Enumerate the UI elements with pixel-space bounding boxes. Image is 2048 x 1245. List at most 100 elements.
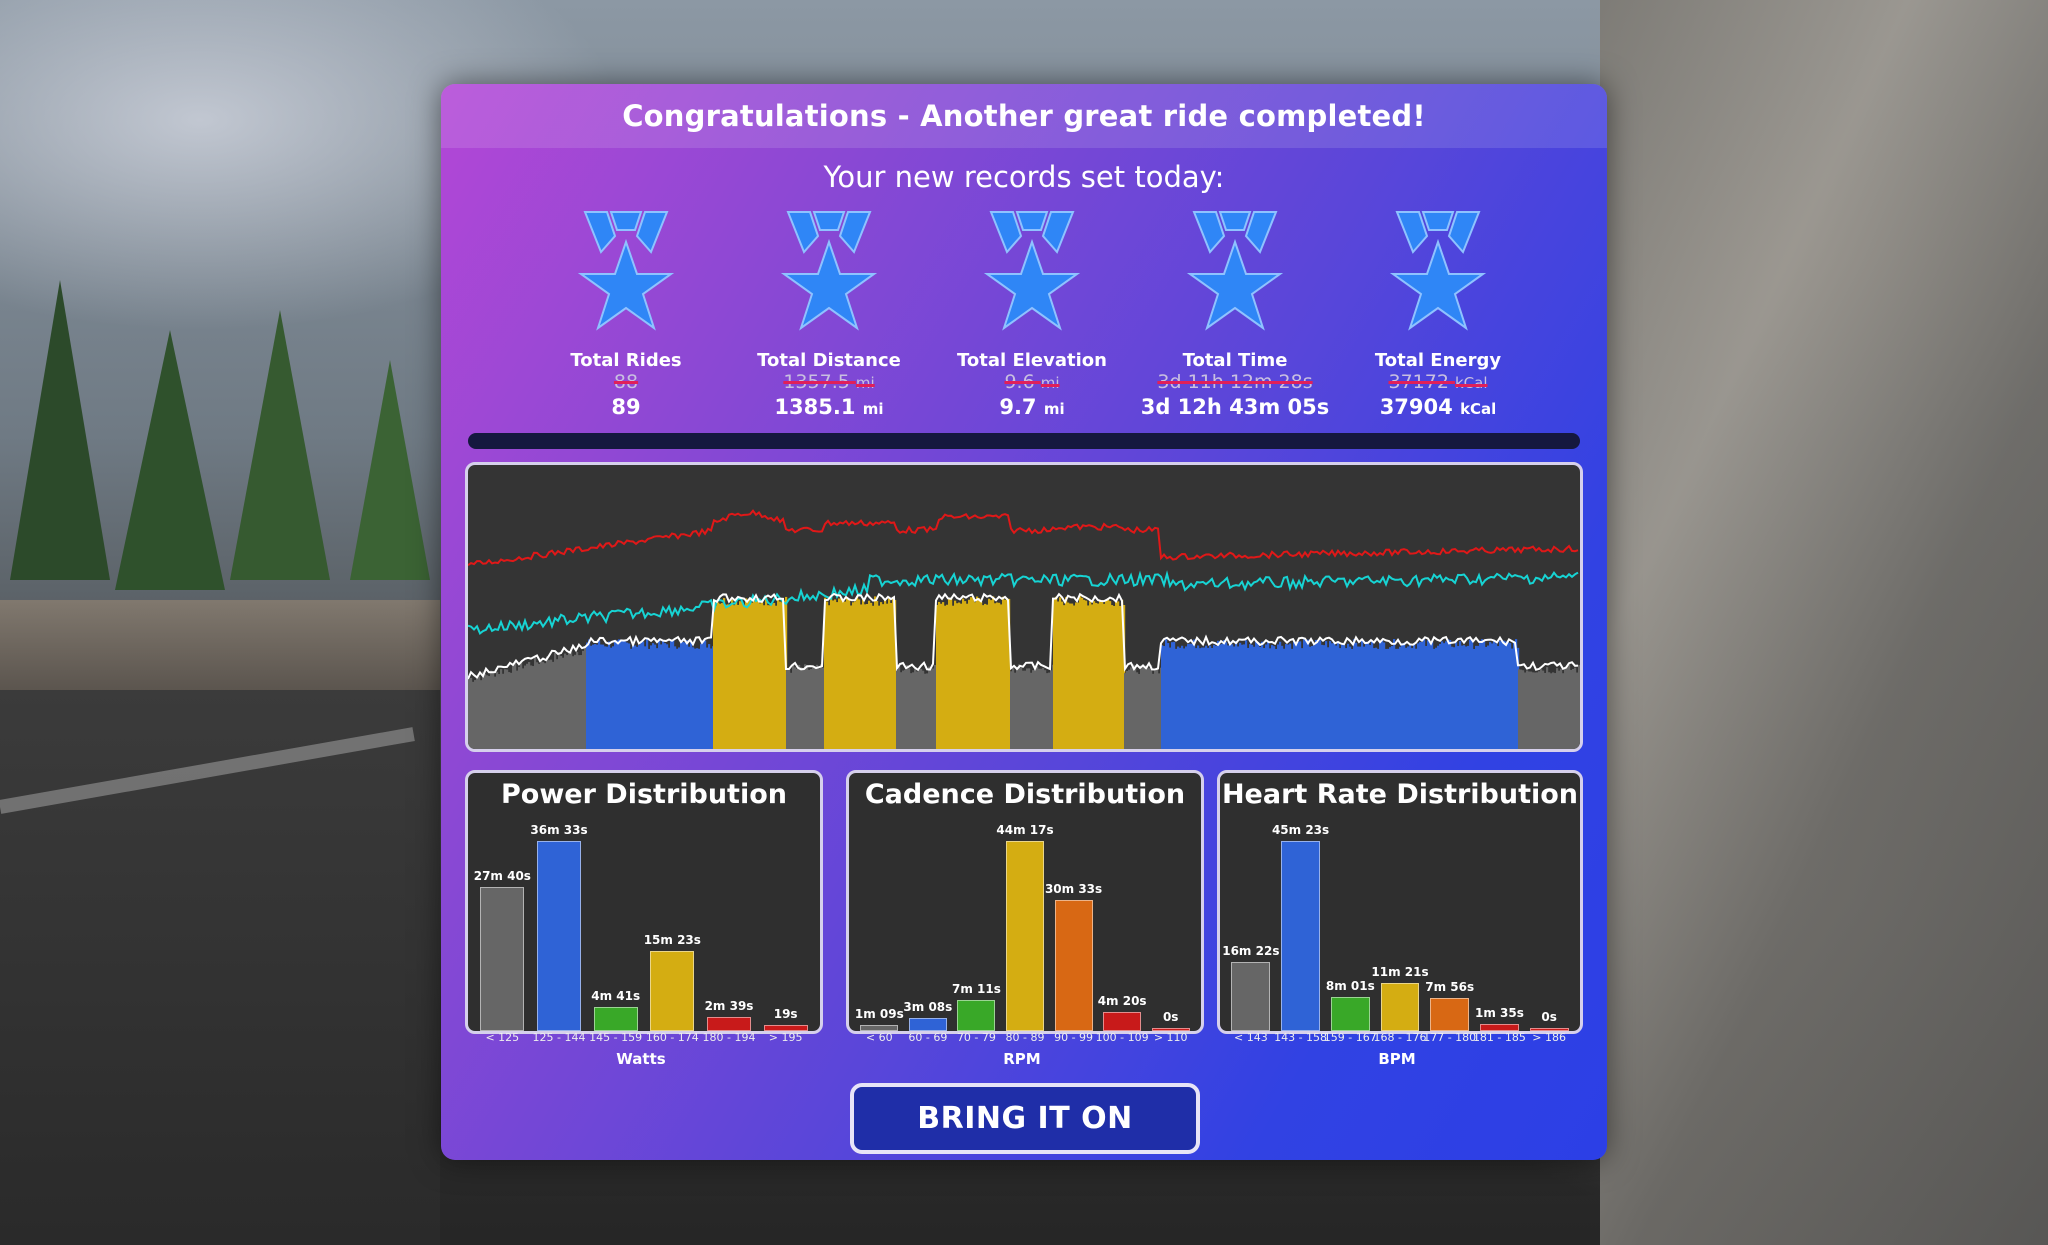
power-zone-bar <box>566 655 569 749</box>
chart-bars: 1m 09s 3m 08s 7m 11s 44m 17s 30m 33s 4m 20s 0s <box>849 773 1201 1031</box>
power-zone-bar <box>580 655 583 749</box>
power-zone-bar <box>1113 605 1116 749</box>
power-zone-bar <box>468 679 471 749</box>
power-zone-bar <box>680 641 683 749</box>
chart-bars: 27m 40s 36m 33s 4m 41s 15m 23s 2m 39s 19s <box>468 773 820 1031</box>
x-tick-label: < 125 <box>485 1031 520 1044</box>
power-zone-bar <box>773 602 776 749</box>
power-zone-bar <box>1265 644 1268 749</box>
power-zone-bar <box>1259 646 1262 749</box>
bar-value-label: 7m 56s <box>1425 979 1475 994</box>
power-zone-bar <box>912 672 915 749</box>
power-zone-bar <box>1560 668 1563 749</box>
power-zone-bar <box>1562 673 1565 749</box>
bar-value-label: 30m 33s <box>1044 881 1103 896</box>
power-zone-bar <box>826 601 829 749</box>
power-zone-bar <box>1101 600 1104 749</box>
distribution-bar <box>706 1017 752 1031</box>
distribution-bar <box>1480 1024 1519 1031</box>
power-zone-bar <box>858 599 861 749</box>
power-zone-bar <box>1351 648 1354 749</box>
power-zone-bar <box>846 597 849 749</box>
power-zone-bar <box>1187 644 1190 749</box>
power-zone-bar <box>902 670 905 749</box>
x-tick-label: 180 - 194 <box>702 1031 756 1044</box>
power-zone-bar <box>1401 643 1404 749</box>
power-zone-bar <box>1419 641 1422 749</box>
power-zone-bar <box>751 602 754 749</box>
power-zone-bar <box>894 600 897 749</box>
power-zone-bar <box>1146 666 1149 749</box>
power-zone-bar <box>930 669 933 749</box>
power-zone-bar <box>731 599 734 749</box>
power-zone-bar <box>1158 673 1161 749</box>
x-tick-label: 125 - 144 <box>532 1031 586 1044</box>
power-zone-bar <box>534 657 537 749</box>
power-zone-bar <box>986 604 989 749</box>
power-zone-bar <box>666 644 669 749</box>
power-zone-bar <box>1156 667 1159 749</box>
power-zone-bar <box>648 648 651 749</box>
power-zone-bar <box>546 656 549 749</box>
power-zone-bar <box>1144 665 1147 749</box>
power-zone-bar <box>1339 648 1342 749</box>
power-zone-bar <box>1540 669 1543 749</box>
power-zone-bar <box>954 600 957 749</box>
power-zone-bar <box>1077 602 1080 749</box>
power-zone-bar <box>1323 645 1326 749</box>
power-zone-bar <box>1087 605 1090 749</box>
power-zone-bar <box>820 664 823 749</box>
power-zone-bar <box>1503 640 1506 749</box>
power-zone-bar <box>860 604 863 749</box>
distribution-bar <box>860 1025 899 1031</box>
power-zone-bar <box>733 605 736 749</box>
records-row: Total Rides 88 89 Total Distance 1357.5 … <box>531 204 1541 419</box>
power-zone-bar <box>632 645 635 749</box>
bring-it-on-button[interactable]: BRING IT ON <box>850 1083 1200 1154</box>
power-zone-bar <box>1413 644 1416 749</box>
power-zone-bar <box>510 672 513 749</box>
distribution-bar <box>650 951 695 1031</box>
power-zone-bar <box>1353 639 1356 749</box>
power-zone-bar <box>755 598 758 749</box>
power-zone-bar <box>926 673 929 749</box>
power-zone-bar <box>1109 601 1112 749</box>
power-zone-bar <box>1373 648 1376 749</box>
records-subtitle: Your new records set today: <box>823 160 1225 194</box>
record-total-distance: Total Distance 1357.5 mi 1385.1 mi <box>734 204 924 422</box>
power-zone-bar <box>1014 672 1017 749</box>
x-tick-label: 160 - 174 <box>645 1031 699 1044</box>
power-zone-bar <box>1022 670 1025 749</box>
power-zone-bar <box>1293 641 1296 749</box>
power-zone-bar <box>1385 648 1388 749</box>
power-zone-bar <box>1331 643 1334 749</box>
chart-bars: 16m 22s 45m 23s 8m 01s 11m 21s 7m 56s 1m 35s 0… <box>1220 773 1580 1031</box>
power-zone-bar <box>982 605 985 749</box>
power-zone-bar <box>783 600 786 749</box>
power-zone-bar <box>944 605 947 749</box>
power-zone-bar <box>878 605 881 749</box>
power-zone-bar <box>1175 648 1178 749</box>
power-zone-bar <box>1435 647 1438 749</box>
power-zone-bar <box>1511 648 1514 749</box>
power-zone-bar <box>504 669 507 749</box>
power-zone-bar <box>684 642 687 749</box>
power-zone-bar <box>753 596 756 749</box>
power-zone-bar <box>1558 670 1561 749</box>
power-zone-bar <box>946 604 949 749</box>
chart-title: Cadence Distribution <box>864 779 1186 810</box>
power-zone-bar <box>1357 646 1360 749</box>
power-zone-bar <box>898 665 901 749</box>
power-zone-bar <box>882 604 885 749</box>
power-zone-bar <box>1057 601 1060 749</box>
power-zone-bar <box>781 602 784 749</box>
power-zone-bar <box>727 604 730 749</box>
power-zone-bar <box>558 652 561 749</box>
power-zone-bar <box>1028 668 1031 749</box>
power-zone-bar <box>918 669 921 749</box>
power-zone-bar <box>586 642 589 749</box>
power-zone-bar <box>812 666 815 749</box>
power-zone-bar <box>960 603 963 749</box>
power-zone-bar <box>570 651 573 749</box>
power-zone-bar <box>656 648 659 749</box>
